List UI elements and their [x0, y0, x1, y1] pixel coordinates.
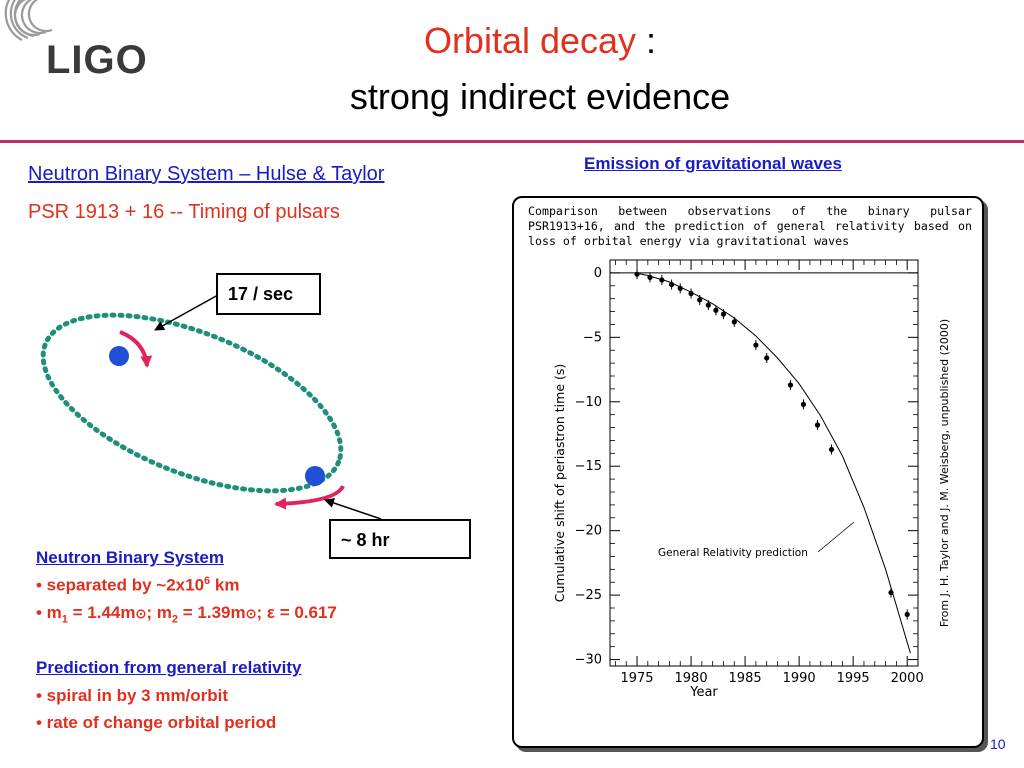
title-divider [0, 140, 1024, 143]
observation-point [828, 446, 835, 453]
observation-point [720, 311, 727, 317]
observation-point [669, 281, 675, 288]
figure-credit: From J. H. Taylor and J. M. Weisberg, un… [938, 319, 951, 627]
mass2-subscript: 2 [171, 613, 179, 626]
slide-title-highlight: Orbital decay [423, 20, 637, 61]
neutron-star-1 [109, 346, 129, 366]
masses-bullet: • m1 = 1.44m⊙; m2 = 1.39m⊙; ε = 0.617 [36, 603, 337, 625]
observation-point [647, 274, 653, 280]
curve-annotation-pointer [817, 521, 855, 553]
callout-pulse-rate: 17 / sec [216, 273, 321, 315]
separation-unit: km [210, 575, 240, 595]
observation-point [787, 382, 794, 388]
observation-point [697, 297, 703, 303]
mass1-symbol: • m [36, 603, 62, 622]
callout-pointer-bottom [324, 498, 382, 520]
y-tick-label: −5 [583, 330, 602, 345]
observation-point [713, 307, 719, 313]
periastron-chart: 0 −5 −10 −15 −20 −25 −30 1975 1980 1985 1990 1995 20… [552, 259, 951, 700]
observation-point [705, 302, 711, 308]
observation-point [634, 271, 640, 277]
x-tick-label: 1975 [620, 671, 653, 686]
gr-prediction-curve [634, 272, 911, 654]
orbit-path [40, 312, 344, 494]
neutron-binary-system-link[interactable]: Neutron Binary System – Hulse & Taylor [28, 163, 385, 185]
y-tick-label: −20 [575, 524, 602, 539]
plot-frame [609, 259, 919, 667]
slide-title-colon: : [636, 20, 657, 61]
separation-bullet: • separated by ~2x106 km [36, 575, 239, 596]
y-tick-label: −25 [575, 588, 602, 603]
y-tick-label: −30 [575, 653, 602, 668]
figure-frame [512, 196, 984, 748]
neutron-binary-heading: Neutron Binary System [36, 548, 224, 567]
x-tick-label: 1985 [729, 671, 762, 686]
observation-point [753, 342, 759, 348]
ligo-logo: LIGO [46, 38, 148, 82]
slide-subtitle: strong indirect evidence [349, 76, 731, 117]
observation-point [688, 290, 694, 297]
callout-pointer-top [154, 294, 219, 331]
period-change-bullet: • rate of change orbital period [36, 713, 277, 732]
observation-point [800, 401, 807, 407]
psr-description: PSR 1913 + 16 -- Timing of pulsars [28, 201, 340, 223]
x-tick-label: 1990 [783, 671, 816, 686]
observation-point [904, 611, 910, 618]
page-number: 10 [990, 736, 1006, 752]
solar-mass-icon: ⊙ [245, 606, 257, 621]
curve-annotation: General Relativity prediction [658, 547, 808, 559]
y-tick-label: −10 [575, 395, 602, 410]
eccentricity-value: ; ε = 0.617 [256, 603, 337, 622]
prediction-heading: Prediction from general relativity [36, 658, 302, 677]
ligo-logo-swoosh [4, 0, 53, 41]
x-tick-label: 2000 [891, 671, 924, 686]
observation-point [659, 277, 665, 283]
y-axis-label: Cumulative shift of periastron time (s) [552, 364, 567, 603]
separation-exponent: 6 [204, 575, 211, 587]
separation-text: • separated by ~2x10 [36, 575, 205, 595]
observation-point [814, 422, 821, 428]
x-axis-label: Year [689, 685, 718, 700]
mass2-value: = 1.39m [178, 603, 246, 622]
x-tick-label: 1995 [837, 671, 870, 686]
mass2-symbol: ; m [146, 603, 172, 622]
solar-mass-icon: ⊙ [135, 606, 147, 621]
x-tick-label: 1980 [675, 671, 708, 686]
spiral-bullet: • spiral in by 3 mm/orbit [36, 686, 229, 705]
neutron-star-2 [305, 466, 325, 486]
y-tick-label: −15 [575, 459, 602, 474]
mass1-value: = 1.44m [67, 603, 136, 622]
motion-arrow-top [119, 330, 153, 368]
emission-heading[interactable]: Emission of gravitational waves [584, 154, 842, 173]
observation-point [764, 355, 770, 361]
observation-point [731, 319, 737, 325]
motion-arrow-bottom [274, 484, 345, 510]
y-tick-label: 0 [594, 266, 602, 281]
slide-title: Orbital decay : [300, 20, 780, 62]
mass1-subscript: 1 [61, 613, 68, 626]
observation-point [888, 589, 894, 596]
figure-caption: Comparison between observations of the b… [528, 204, 972, 248]
observation-point [677, 285, 683, 291]
callout-orbital-period: ~ 8 hr [329, 519, 471, 559]
